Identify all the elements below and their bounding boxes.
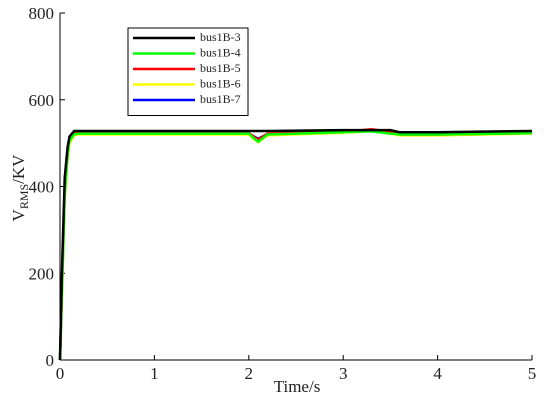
- legend-label: bus1B-5: [200, 61, 241, 75]
- legend-label: bus1B-7: [200, 92, 241, 106]
- y-tick-label: 600: [29, 91, 55, 110]
- y-tick-label: 0: [46, 351, 55, 370]
- y-tick-label: 800: [29, 4, 55, 23]
- x-tick-label: 3: [339, 364, 348, 383]
- series-line: [58, 130, 533, 361]
- y-tick-label: 400: [29, 178, 55, 197]
- legend-label: bus1B-6: [200, 76, 241, 90]
- x-tick-label: 4: [433, 364, 442, 383]
- legend-label: bus1B-3: [200, 30, 241, 44]
- series-line: [58, 128, 533, 361]
- y-axis-label: VRMS/KV: [9, 154, 31, 222]
- x-axis-label: Time/s: [274, 377, 321, 396]
- series-line: [58, 127, 533, 361]
- y-label-rest: /KV: [9, 154, 28, 184]
- legend-label: bus1B-4: [200, 45, 241, 59]
- y-label-sub: RMS: [17, 184, 31, 209]
- x-tick-label: 5: [528, 364, 537, 383]
- x-tick-label: 0: [56, 364, 65, 383]
- x-tick-label: 2: [245, 364, 254, 383]
- series-line: [58, 129, 533, 361]
- y-tick-label: 200: [29, 264, 55, 283]
- x-tick-label: 1: [150, 364, 159, 383]
- y-label-main: V: [9, 208, 28, 221]
- series-line: [58, 129, 533, 361]
